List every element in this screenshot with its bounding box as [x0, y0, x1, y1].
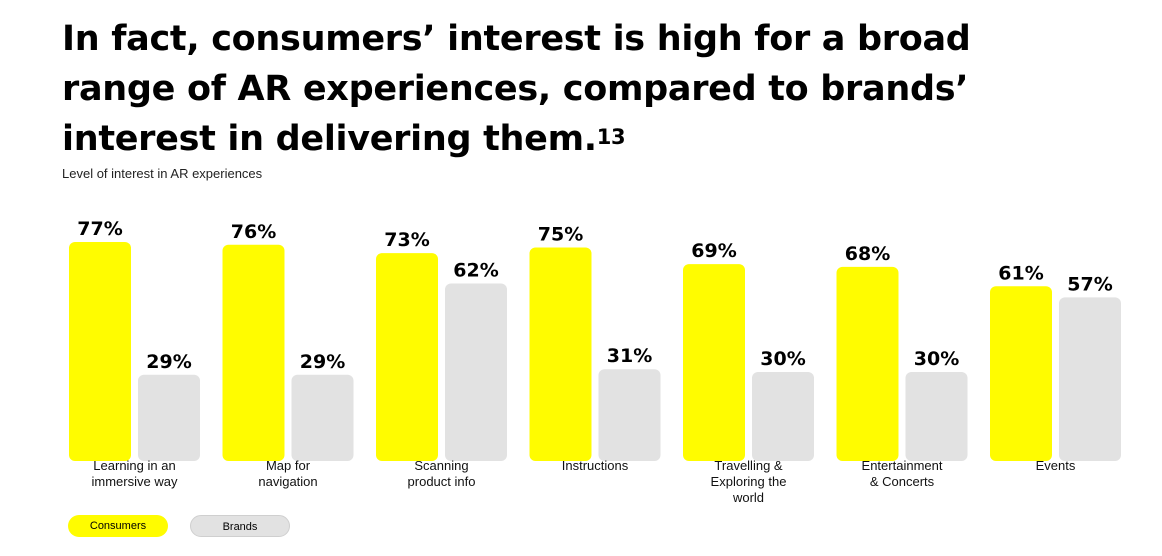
data-label-consumers-2: 73%	[384, 229, 429, 251]
chart-title: Level of interest in AR experiences	[62, 166, 263, 181]
category-label-2: Scanning product info	[408, 458, 476, 489]
data-label-brands-2: 62%	[453, 259, 498, 281]
headline-text: In fact, consumers’ interest is high for…	[62, 19, 971, 159]
bar-consumers-4	[683, 264, 745, 461]
category-label-line: Travelling &	[714, 458, 782, 473]
category-label-line: navigation	[258, 474, 317, 489]
data-label-brands-5: 30%	[914, 348, 959, 370]
legend-consumers-label: Consumers	[89, 520, 147, 532]
data-label-consumers-4: 69%	[691, 240, 736, 262]
category-label-line: Learning in an	[93, 458, 175, 473]
bar-consumers-5	[836, 266, 899, 461]
category-label-line: Map for	[266, 458, 311, 473]
category-label-line: & Concerts	[870, 474, 935, 489]
data-label-brands-0: 29%	[146, 351, 191, 373]
data-label-brands-6: 57%	[1067, 273, 1112, 295]
bar-consumers-3	[529, 247, 592, 461]
category-label-line: Events	[1036, 458, 1076, 473]
category-label-line: immersive way	[92, 474, 178, 489]
category-label-line: world	[732, 490, 764, 505]
bar-brands-0	[138, 374, 200, 461]
footnote-ref: 13	[596, 125, 626, 149]
bar-brands-5	[905, 372, 968, 461]
data-label-consumers-5: 68%	[845, 243, 890, 265]
bar-brands-4	[752, 372, 814, 461]
bar-brands-1	[291, 374, 354, 461]
data-label-consumers-3: 75%	[538, 224, 583, 246]
category-label-line: Entertainment	[862, 458, 943, 473]
category-label-line: Instructions	[562, 458, 629, 473]
bar-brands-2	[445, 283, 507, 461]
category-label-5: Entertainment & Concerts	[862, 458, 943, 489]
category-label-3: Instructions	[562, 458, 629, 473]
category-label-1: Map for navigation	[258, 458, 317, 489]
data-label-consumers-1: 76%	[231, 221, 276, 243]
data-label-brands-3: 31%	[607, 345, 652, 367]
bar-consumers-2	[376, 253, 438, 461]
category-label-line: product info	[408, 474, 476, 489]
data-label-brands-1: 29%	[300, 351, 345, 373]
category-label-4: Travelling & Exploring the world	[711, 458, 787, 505]
data-label-consumers-0: 77%	[77, 218, 122, 240]
data-label-consumers-6: 61%	[998, 262, 1043, 284]
category-label-6: Events	[1036, 458, 1076, 473]
bar-brands-3	[598, 369, 661, 461]
bar-brands-6	[1059, 297, 1121, 461]
legend-brands-label: Brands	[222, 521, 258, 533]
category-label-line: Exploring the	[711, 474, 787, 489]
data-label-brands-4: 30%	[760, 348, 805, 370]
category-label-line: Scanning	[414, 458, 468, 473]
bar-consumers-1	[222, 244, 285, 461]
legend-consumers: Consumers	[68, 515, 168, 537]
category-label-0: Learning in an immersive way	[92, 458, 178, 489]
legend-brands: Brands	[190, 515, 290, 537]
page-title: In fact, consumers’ interest is high for…	[62, 14, 1022, 164]
bar-consumers-6	[990, 286, 1052, 461]
bar-consumers-0	[69, 242, 131, 461]
